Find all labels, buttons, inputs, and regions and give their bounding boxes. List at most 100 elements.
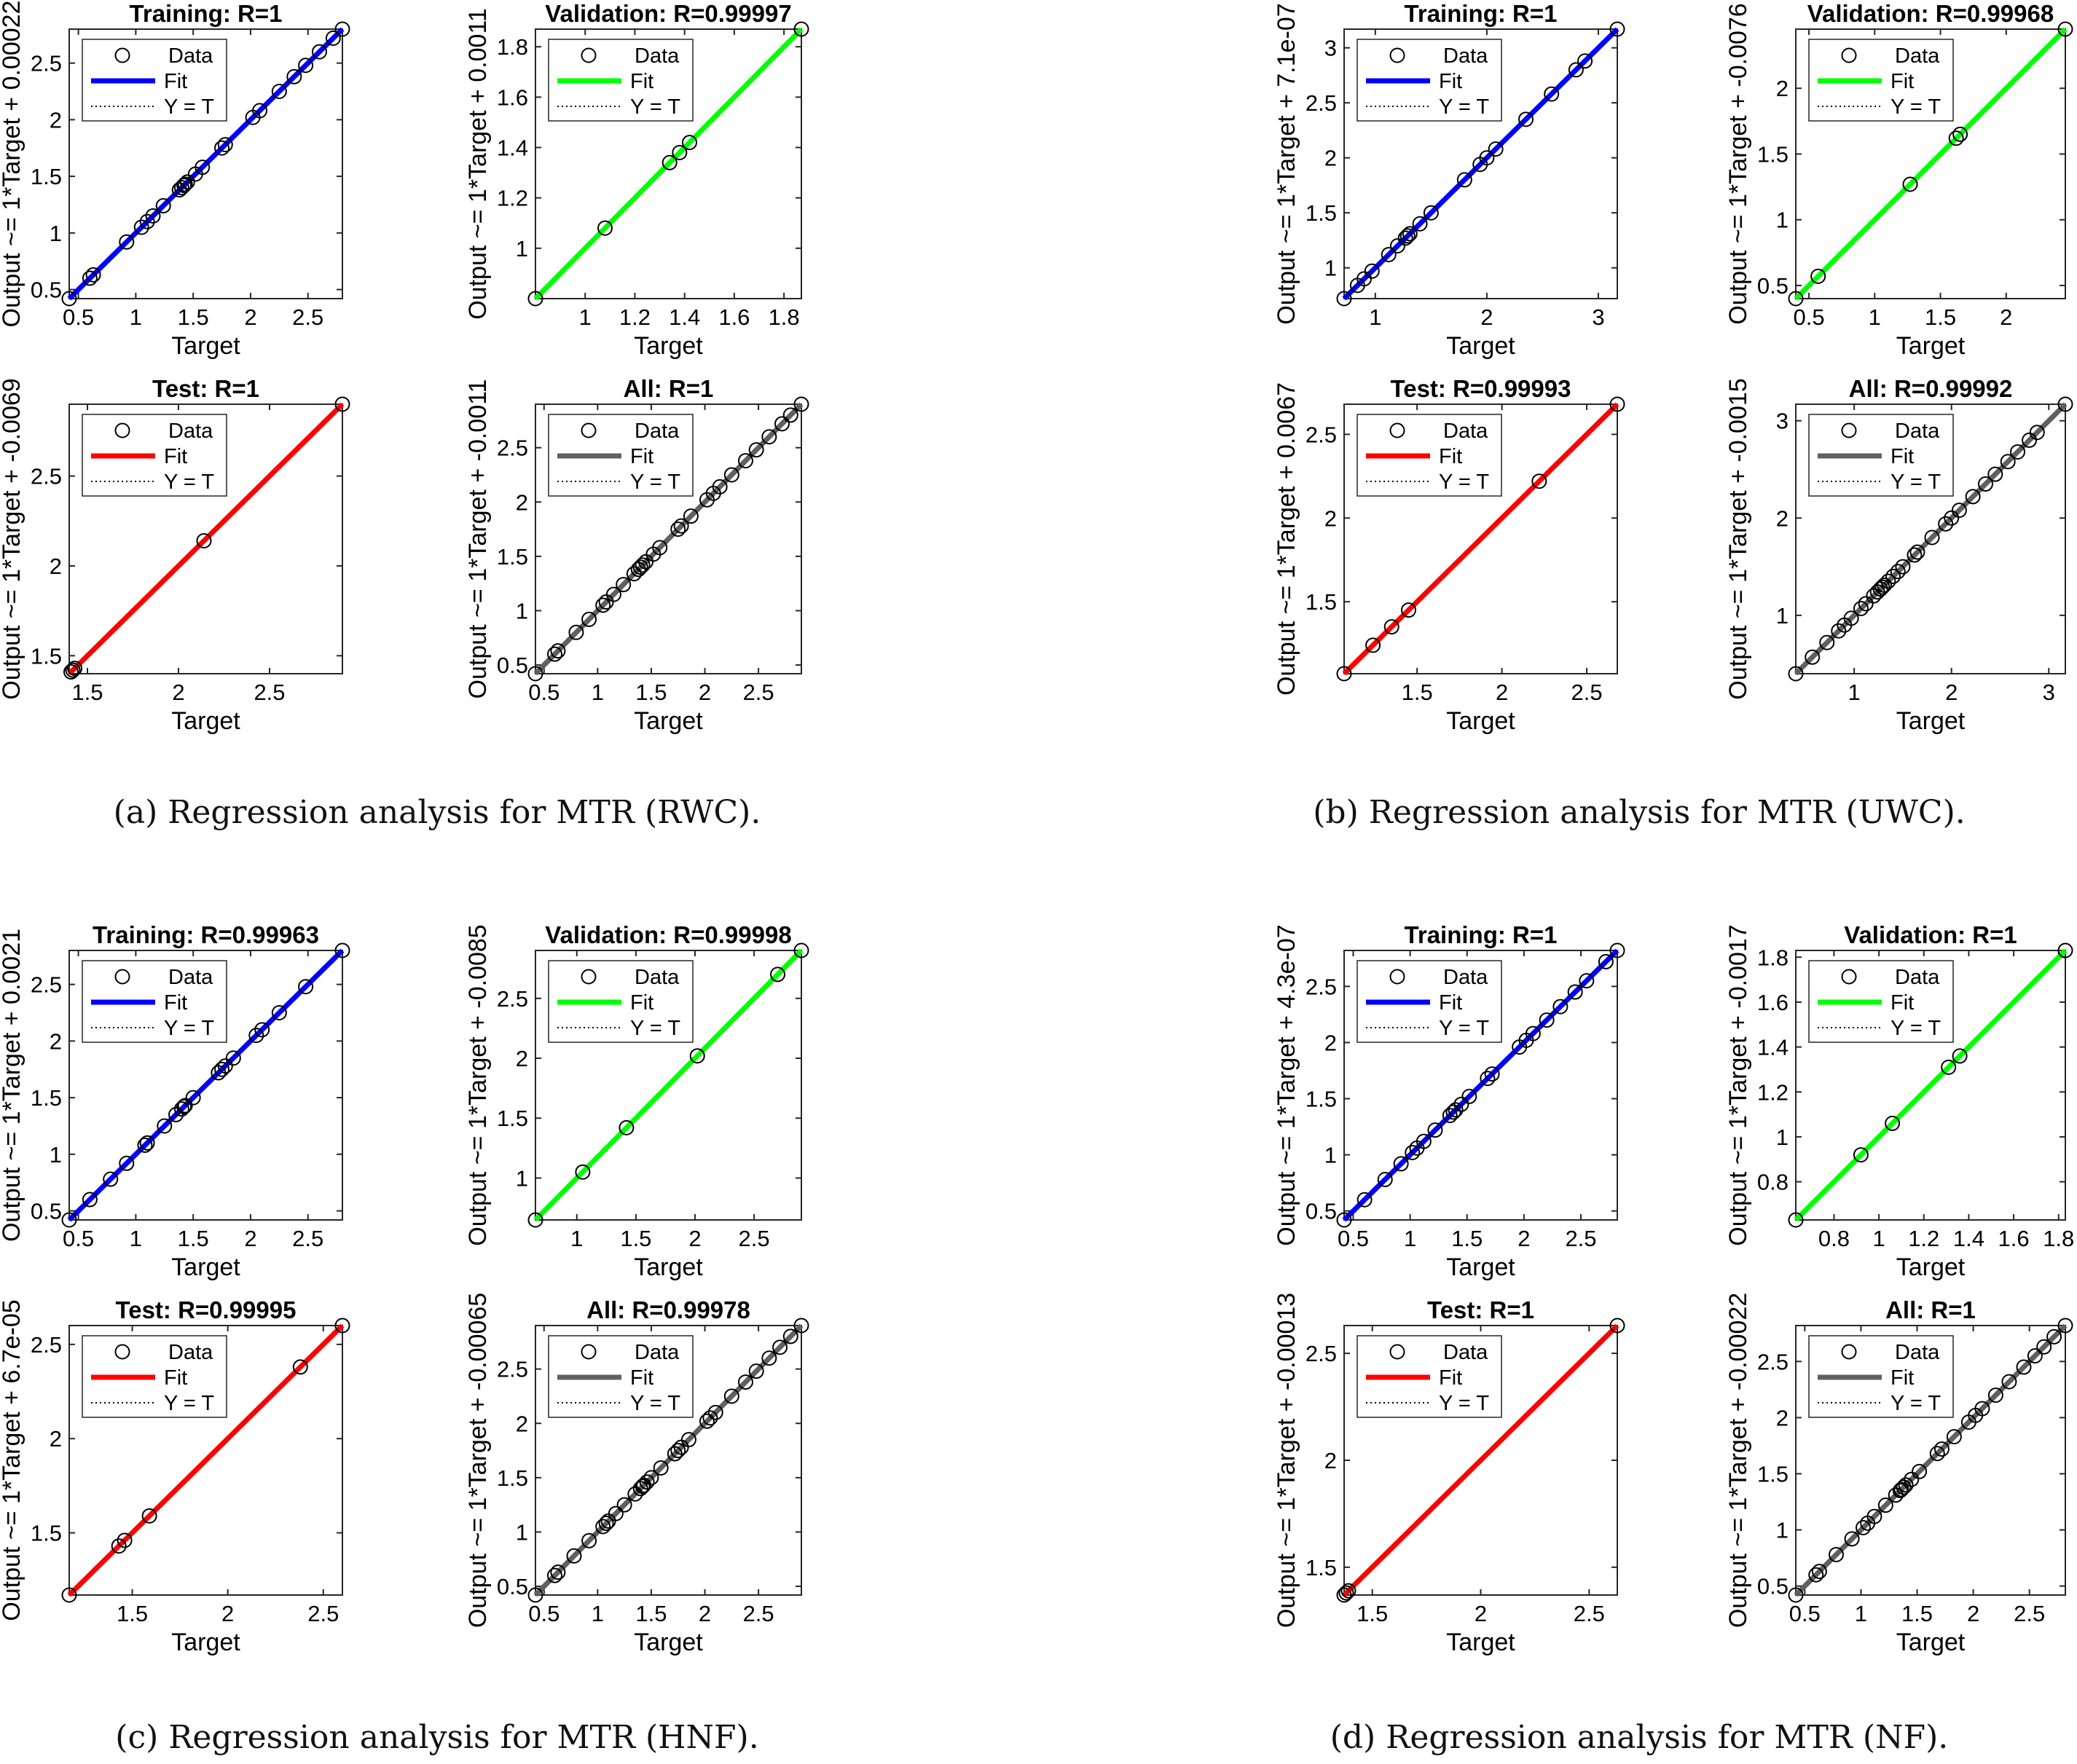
legend-fit-label: Fit xyxy=(164,1366,187,1390)
data-point xyxy=(605,586,621,602)
fit-line xyxy=(1342,1323,1619,1597)
legend-data-label: Data xyxy=(1443,966,1488,989)
x-tick-label: 2 xyxy=(1480,304,1493,330)
data-point xyxy=(699,1413,715,1429)
data-point xyxy=(214,1061,230,1077)
data-point xyxy=(2022,432,2038,448)
y-tick-label: 2.5 xyxy=(497,1357,528,1382)
panel-1-test: 1.5 2 2.5 1.5 2 2.5 Test: R=0.99993 Target Outpu… xyxy=(1273,375,1625,735)
y-tick-label: 1.4 xyxy=(497,135,528,161)
data-point xyxy=(793,21,809,37)
data-point xyxy=(2057,21,2073,37)
data-point xyxy=(1568,62,1584,78)
data-point xyxy=(550,643,566,659)
fit-line xyxy=(67,948,345,1222)
y-axis-label: Output ~= 1*Target + 7.1e-07 xyxy=(1273,3,1300,324)
panel-3-test: 1.5 2 2.5 1.5 2 2.5 Test: R=1 Target Output ~= 1… xyxy=(1273,1293,1625,1656)
x-tick-label: 0.5 xyxy=(528,680,560,705)
data-point xyxy=(1397,230,1413,246)
legend-fit-label: Fit xyxy=(1890,1366,1914,1390)
data-point xyxy=(334,21,350,37)
panel-0-test: 1.5 2 2.5 1.5 2 2.5 Test: R=1 Target Output ~= 1… xyxy=(0,375,350,735)
legend-fit-label: Fit xyxy=(1439,445,1462,468)
y-tick-label: 1.5 xyxy=(1757,141,1789,167)
data-point xyxy=(1810,268,1826,284)
data-point xyxy=(254,1022,270,1038)
data-point xyxy=(1609,1318,1625,1334)
legend-data-marker xyxy=(114,969,130,985)
data-point xyxy=(1874,579,1890,595)
data-point xyxy=(1898,1477,1914,1493)
legend-data-marker xyxy=(581,422,597,438)
data-point xyxy=(723,467,739,483)
legend-fit-label: Fit xyxy=(630,70,653,93)
panel-title: Test: R=0.99995 xyxy=(116,1296,297,1323)
panel-title: Training: R=0.99963 xyxy=(93,921,319,948)
x-axis-label: Target xyxy=(1446,1253,1515,1281)
x-tick-label: 1.5 xyxy=(635,1601,667,1626)
fit-line xyxy=(67,27,345,301)
data-point xyxy=(1946,1429,1962,1445)
x-tick-label: 2.5 xyxy=(292,304,323,330)
legend-data-label: Data xyxy=(168,420,213,443)
data-point xyxy=(185,1090,201,1106)
y-axis-label: Output ~= 1*Target + 0.0021 xyxy=(0,929,25,1242)
y-tick-label: 2.5 xyxy=(31,972,62,998)
legend-fit-label: Fit xyxy=(1890,445,1914,468)
data-point xyxy=(1987,466,2003,482)
y-tick-label: 2 xyxy=(1776,76,1789,101)
y-tick-label: 1.5 xyxy=(31,1521,62,1546)
data-point xyxy=(1456,172,1472,188)
data-point xyxy=(793,942,809,958)
data-point xyxy=(1856,1520,1871,1535)
data-point xyxy=(1872,581,1888,597)
panel-title: Test: R=1 xyxy=(152,375,259,402)
x-tick-label: 2 xyxy=(172,680,184,705)
x-axis-label: Target xyxy=(1896,1629,1966,1656)
y-tick-label: 1.5 xyxy=(497,1106,528,1131)
data-point xyxy=(1412,216,1428,232)
data-point xyxy=(782,1328,798,1344)
legend-data-marker xyxy=(114,422,130,438)
data-point xyxy=(1831,623,1847,639)
y-tick-label: 1 xyxy=(1324,256,1337,281)
data-point xyxy=(619,1119,635,1135)
data-point xyxy=(157,1118,173,1134)
legend-yt-label: Y = T xyxy=(1890,95,1941,119)
y-tick-label: 2.5 xyxy=(1306,422,1337,447)
panel-0-all: 0.5 1 1.5 2 2.5 0.5 1 1.5 2 2.5 All: R=1 Target Outp… xyxy=(464,375,809,735)
data-point xyxy=(1843,610,1859,626)
y-axis-label: Output ~= 1*Target + -0.00013 xyxy=(1273,1293,1300,1628)
x-tick-label: 2.5 xyxy=(739,1226,770,1251)
data-point xyxy=(1338,1585,1354,1601)
data-point xyxy=(689,1048,705,1064)
panel-2-all: 0.5 1 1.5 2 2.5 0.5 1 1.5 2 2.5 All: R=0.99978 Targ… xyxy=(464,1293,809,1656)
data-point xyxy=(712,479,728,495)
legend-fit-label: Fit xyxy=(630,445,653,468)
x-tick-label: 1.5 xyxy=(1925,304,1956,330)
legend-fit-label: Fit xyxy=(164,70,187,93)
data-point xyxy=(1952,126,1968,142)
y-tick-label: 2 xyxy=(1324,146,1337,171)
y-tick-label: 0.5 xyxy=(31,277,62,303)
panel-2-training: 0.5 1 1.5 2 2.5 0.5 1 1.5 2 2.5 Training: R=0.9996… xyxy=(0,921,350,1281)
data-point xyxy=(707,1404,723,1420)
data-point xyxy=(1941,1059,1957,1075)
x-tick-label: 0.5 xyxy=(528,1601,560,1626)
fit-line xyxy=(533,1323,804,1597)
data-point xyxy=(568,624,584,640)
data-point xyxy=(793,396,809,412)
data-point xyxy=(652,540,668,556)
y-tick-label: 2 xyxy=(516,1411,528,1436)
panel-2-test: 1.5 2 2.5 1.5 2 2.5 Test: R=0.99995 Target Outpu… xyxy=(0,1296,350,1656)
data-point xyxy=(1974,1401,1990,1417)
data-point xyxy=(1442,1108,1458,1124)
legend-data-marker xyxy=(1389,422,1405,438)
data-point xyxy=(1924,529,1940,546)
data-point xyxy=(155,198,171,214)
data-point xyxy=(761,1350,777,1366)
data-point xyxy=(1811,1564,1827,1580)
legend-data-marker xyxy=(1841,969,1857,985)
data-point xyxy=(1895,559,1911,575)
legend-yt-label: Y = T xyxy=(1439,1392,1489,1415)
